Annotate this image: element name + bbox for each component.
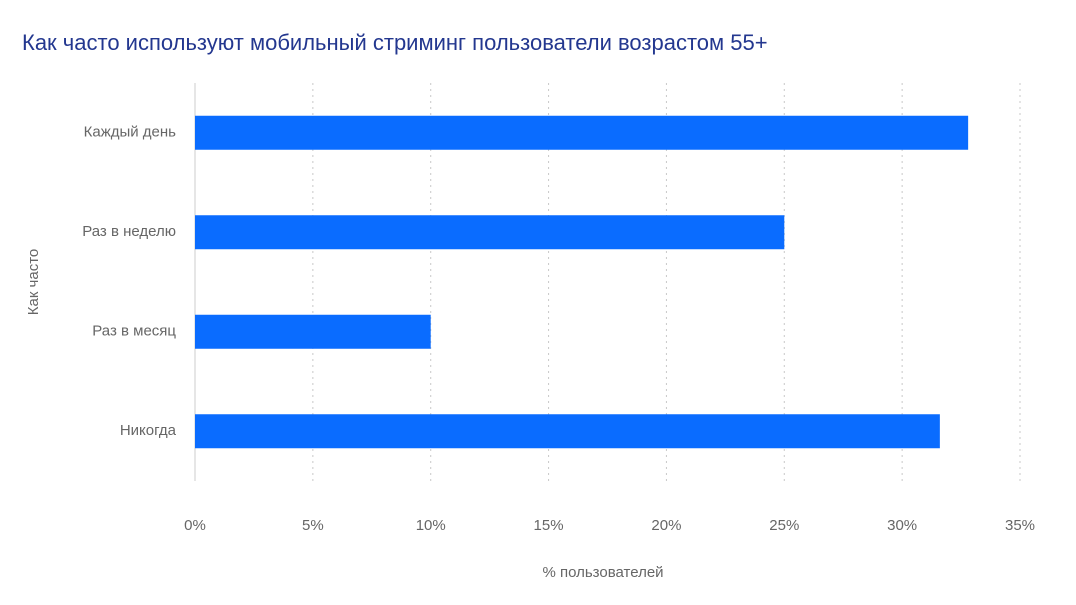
x-tick-label: 5% xyxy=(302,517,324,534)
x-tick-label: 15% xyxy=(534,517,564,534)
bar xyxy=(195,115,969,150)
y-axis-label: Как часто xyxy=(25,249,42,316)
y-tick-label: Никогда xyxy=(120,422,177,439)
x-tick-label: 25% xyxy=(769,517,799,534)
x-tick-label: 10% xyxy=(416,517,446,534)
y-tick-label: Каждый день xyxy=(84,124,177,141)
chart-title: Как часто используют мобильный стриминг … xyxy=(22,30,768,55)
x-tick-label: 35% xyxy=(1005,517,1035,534)
bar xyxy=(195,414,940,449)
y-tick-label: Раз в неделю xyxy=(82,223,176,240)
x-tick-label: 30% xyxy=(887,517,917,534)
y-tick-label: Раз в месяц xyxy=(92,323,176,340)
bar xyxy=(195,215,785,250)
bar xyxy=(195,314,431,349)
x-tick-label: 20% xyxy=(651,517,681,534)
x-tick-label: 0% xyxy=(184,517,206,534)
x-axis-label: % пользователей xyxy=(542,564,663,581)
